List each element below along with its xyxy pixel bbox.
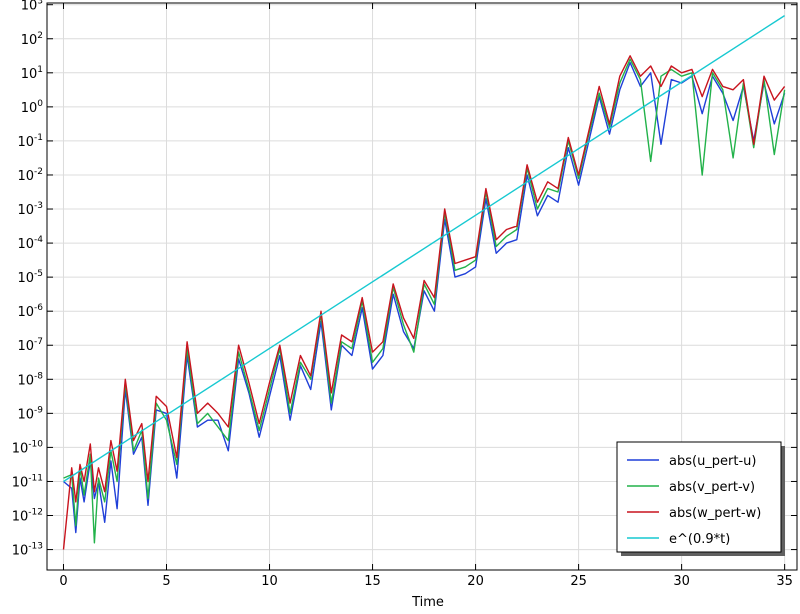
x-tick-label: 30 [673, 574, 690, 589]
x-tick-label: 35 [776, 574, 793, 589]
series-line-0 [63, 61, 786, 534]
legend-label-3: e^(0.9*t) [669, 532, 730, 547]
y-tick-label: 102 [21, 31, 43, 48]
y-tick-label: 10-9 [17, 405, 43, 422]
x-tick-label: 10 [261, 574, 278, 589]
series-line-3 [63, 15, 785, 483]
legend-label-2: abs(w_pert-w) [669, 506, 761, 521]
legend: abs(u_pert-u) abs(v_pert-v) abs(w_pert-w)e… [616, 441, 785, 556]
x-tick-label: 25 [570, 574, 587, 589]
x-tick-label: 15 [364, 574, 381, 589]
y-tick-label: 10-2 [17, 167, 43, 184]
x-tick-label: 20 [467, 574, 484, 589]
y-tick-label: 10-3 [17, 201, 43, 218]
y-tick-label: 10-7 [17, 337, 43, 354]
series-line-2 [62, 55, 786, 550]
axes-frame [46, 2, 798, 571]
y-tick-label: 10-6 [17, 303, 43, 320]
legend-label-1: abs(v_pert-v) [669, 480, 755, 495]
y-tick-label: 103 [21, 0, 43, 14]
y-tick-label: 10-12 [12, 508, 43, 525]
x-tick-label: 5 [162, 574, 170, 589]
y-tick-label: 10-8 [17, 371, 43, 388]
y-tick-label: 10-10 [12, 439, 44, 456]
x-tick-label: 0 [59, 574, 67, 589]
series-group [62, 15, 786, 550]
y-tick-label: 10-1 [17, 133, 43, 150]
y-tick-label: 10-4 [17, 235, 43, 252]
y-tick-label: 10-13 [12, 542, 43, 559]
y-tick-label: 10-5 [17, 269, 43, 286]
legend-label-0: abs(u_pert-u) [669, 454, 757, 469]
y-tick-label: 10-11 [12, 473, 43, 490]
y-tick-label: 100 [21, 99, 44, 116]
x-axis-title: Time [411, 595, 444, 610]
y-tick-label: 101 [21, 65, 43, 82]
